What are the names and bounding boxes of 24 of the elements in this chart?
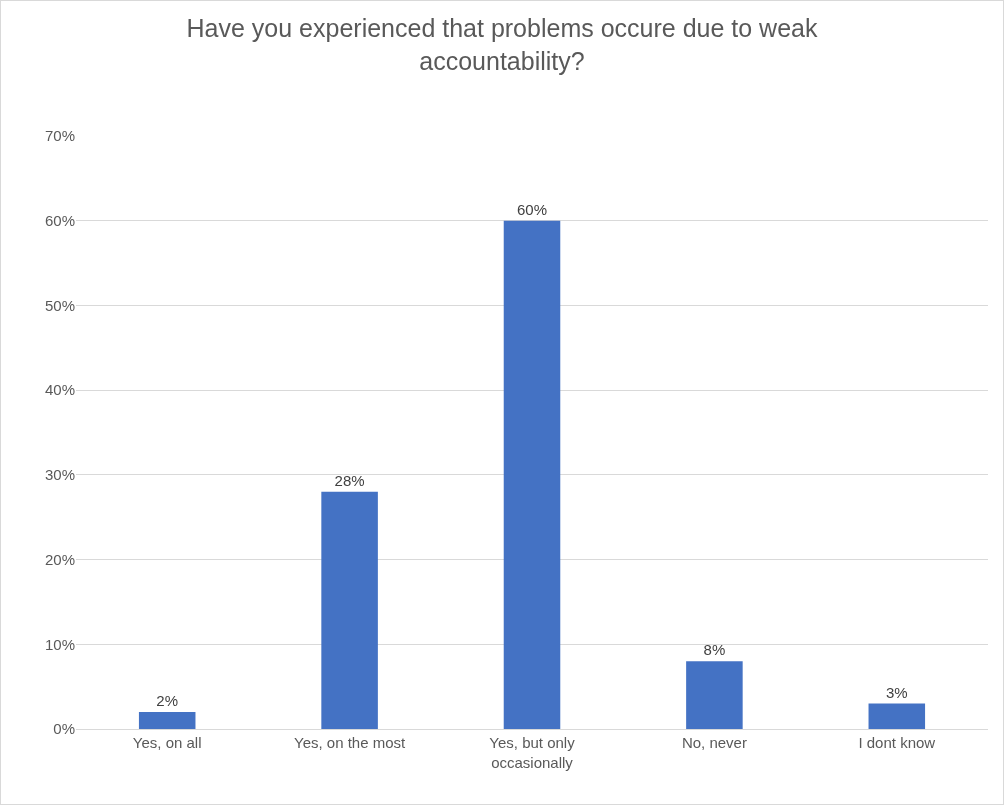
- y-tick-label: 60%: [44, 211, 75, 229]
- y-tick-label: 10%: [44, 635, 75, 653]
- y-tick-label: 0%: [53, 720, 75, 738]
- data-label: 60%: [516, 200, 548, 218]
- y-tick-label: 70%: [44, 127, 75, 145]
- y-tick-label: 40%: [44, 381, 75, 399]
- x-tick-label: Yes, on the most: [294, 734, 407, 751]
- chart-title: Have you experienced that problems occure due to weak accountability?: [186, 14, 818, 75]
- x-tick-label: Yes, on all: [132, 734, 202, 751]
- bar: [138, 712, 196, 729]
- bar: [686, 661, 743, 729]
- bar: [868, 703, 926, 729]
- data-label: 8%: [703, 641, 726, 659]
- y-tick-label: 30%: [44, 466, 75, 484]
- bar: [321, 491, 378, 729]
- bar: [503, 220, 561, 729]
- y-tick-label: 50%: [44, 296, 75, 314]
- x-tick-label: I dont know: [858, 734, 936, 751]
- data-label: 28%: [334, 471, 365, 489]
- x-tick-label: No, never: [681, 734, 747, 751]
- data-label: 3%: [885, 683, 908, 701]
- x-tick-label: Yes, but only occasionally: [489, 734, 576, 771]
- data-label: 2%: [156, 692, 179, 710]
- y-tick-label: 20%: [44, 550, 75, 568]
